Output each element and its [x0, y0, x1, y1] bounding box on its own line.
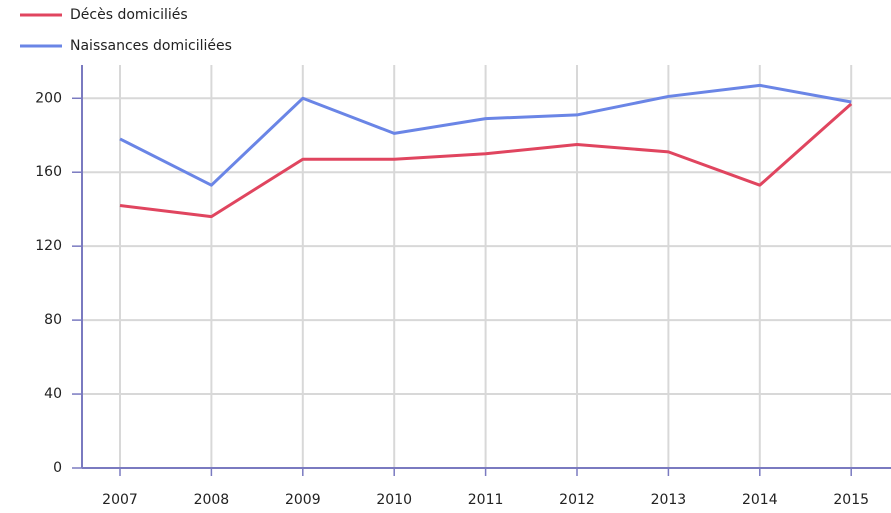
x-tick-label: 2014 [742, 492, 778, 508]
x-tick-label: 2009 [285, 492, 321, 508]
y-tick-label: 0 [53, 460, 62, 476]
y-tick-label: 160 [35, 164, 62, 180]
y-tick-label: 80 [44, 312, 62, 328]
legend-label: Décès domiciliés [70, 7, 188, 23]
y-tick-label: 200 [35, 90, 62, 106]
x-tick-label: 2007 [102, 492, 138, 508]
y-tick-label: 40 [44, 386, 62, 402]
x-tick-label: 2015 [833, 492, 869, 508]
line [119, 102, 853, 219]
x-tick-label: 2008 [194, 492, 230, 508]
x-tick-label: 2012 [559, 492, 595, 508]
line [119, 83, 852, 187]
x-tick-label: 2011 [468, 492, 504, 508]
x-tick-label: 2013 [651, 492, 687, 508]
x-tick-label: 2010 [376, 492, 412, 508]
legend-label: Naissances domiciliées [70, 38, 232, 54]
y-tick-label: 120 [35, 238, 62, 254]
